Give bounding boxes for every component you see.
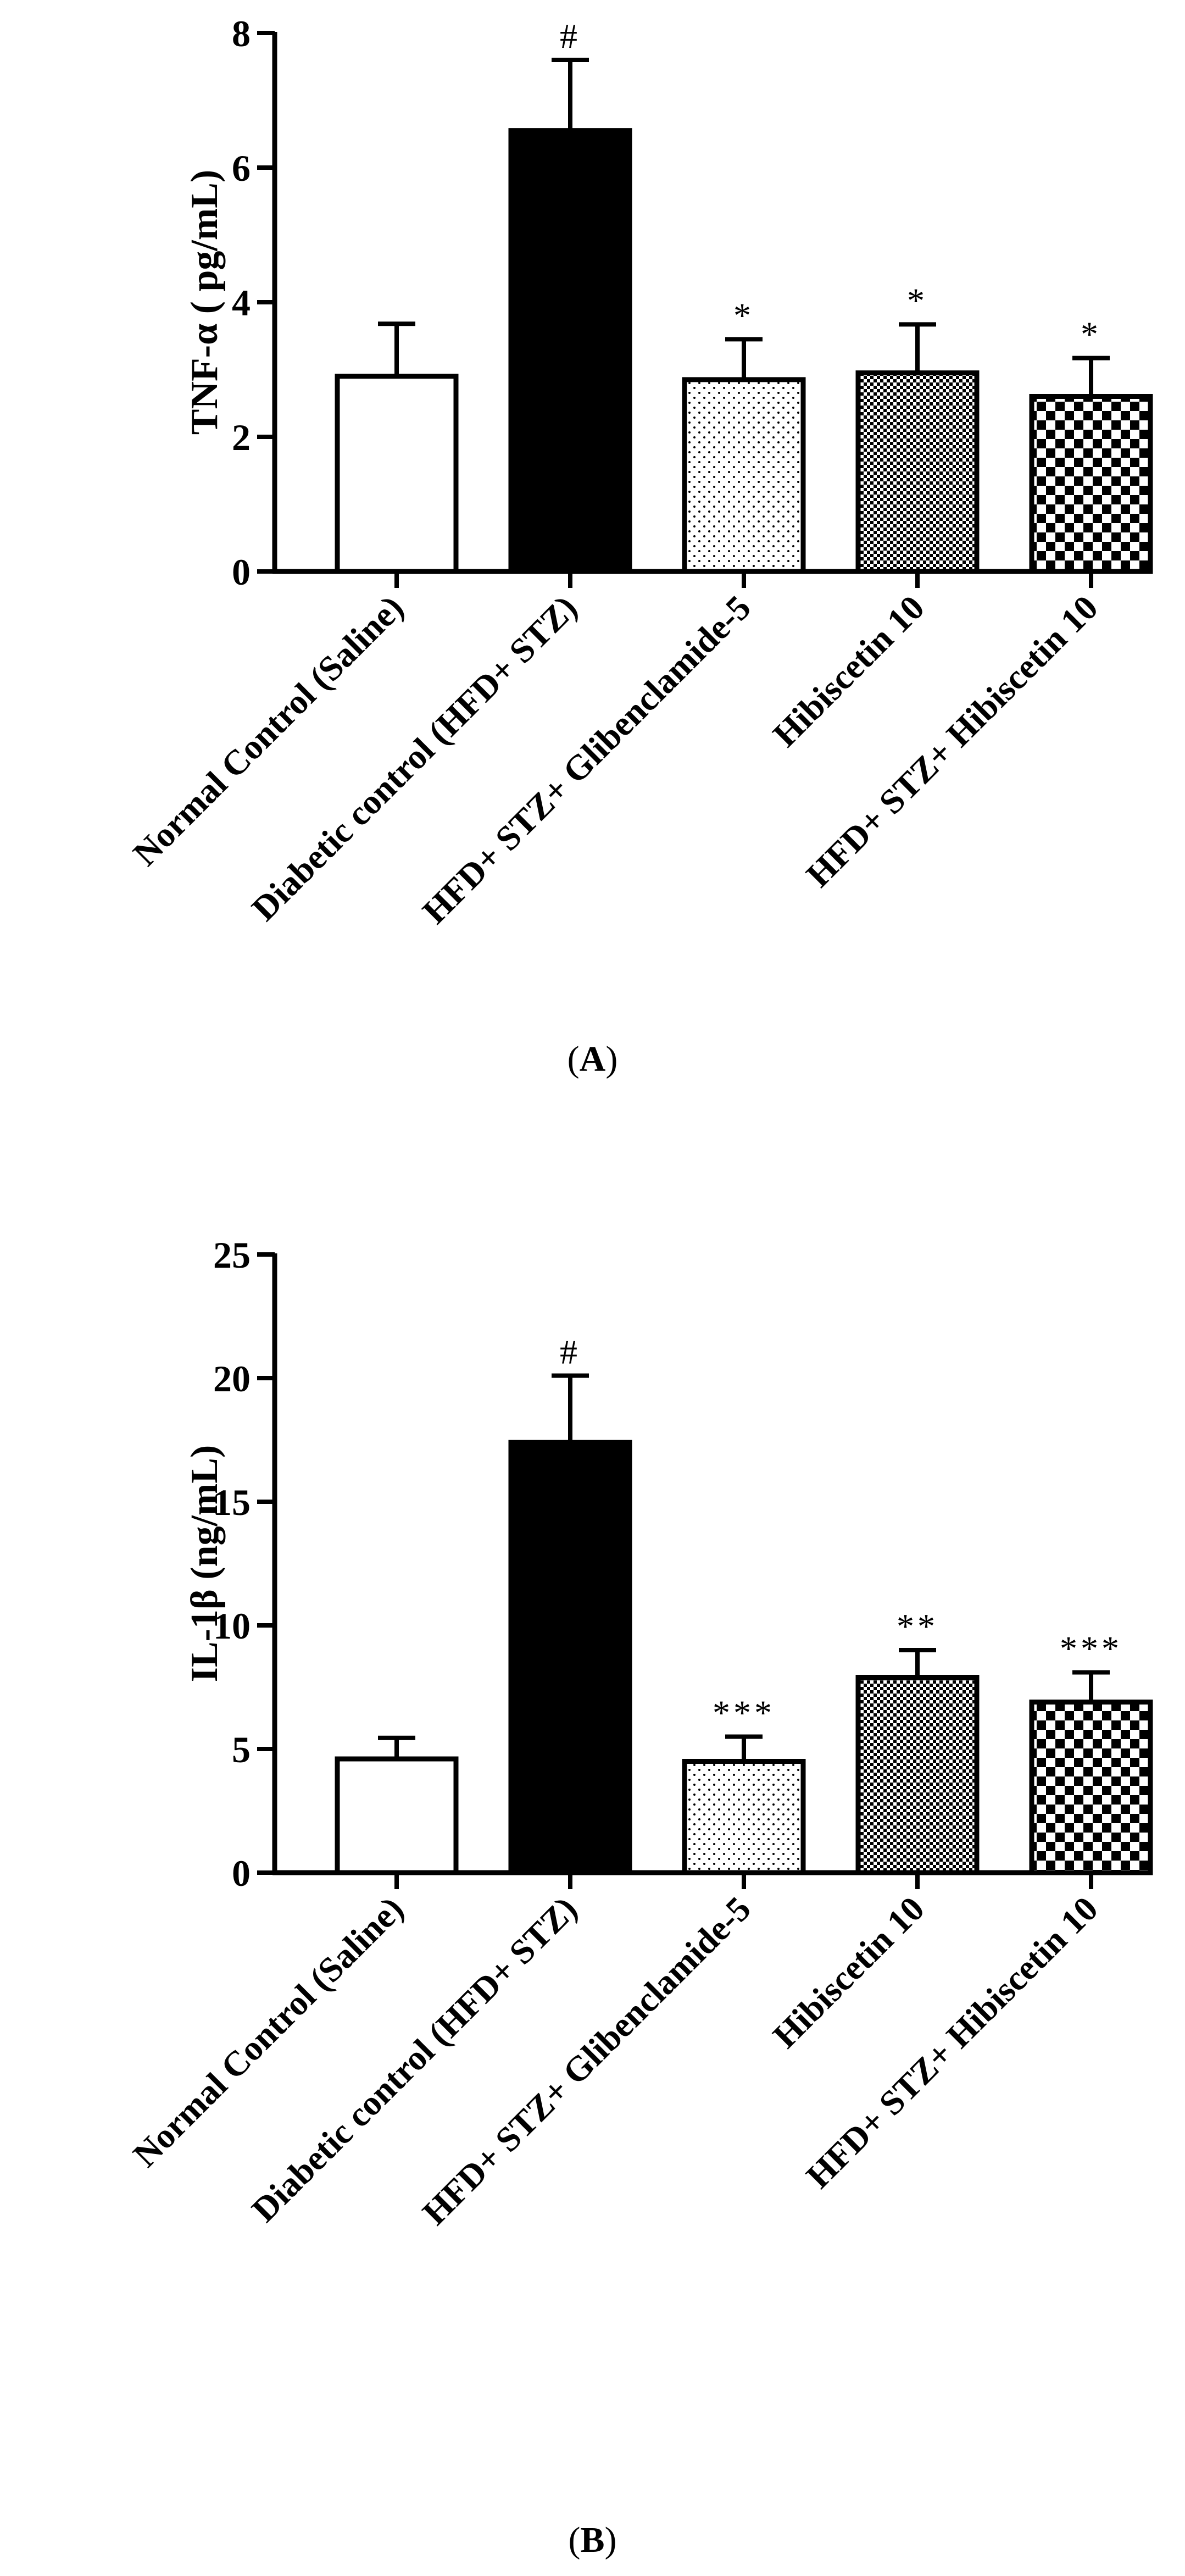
x-tick-label: HFD+ STZ+ Glibenclamide-5 [415, 1889, 758, 2233]
y-tick-label: 2 [232, 417, 251, 458]
y-axis-label: TNF-α ( pg/mL) [183, 170, 226, 435]
significance-mark: *** [1060, 1629, 1122, 1668]
y-tick-label: 0 [232, 1852, 251, 1894]
significance-mark: * [733, 296, 754, 335]
y-tick-label: 6 [232, 147, 251, 189]
caption-b: (B) [568, 2520, 617, 2560]
bar [508, 128, 632, 574]
y-tick-label: 8 [232, 13, 251, 54]
bar [508, 1440, 632, 1875]
x-tick-label: Hibiscetin 10 [765, 588, 932, 754]
x-tick-label: Hibiscetin 10 [765, 1889, 932, 2056]
bar [1029, 394, 1153, 574]
significance-mark: * [1081, 315, 1101, 354]
y-axis-label: IL-1β (ng/mL) [183, 1445, 226, 1683]
bar [855, 370, 980, 574]
bar [335, 1756, 459, 1875]
caption-a-label: A [579, 1039, 606, 1079]
significance-mark: ** [897, 1607, 938, 1646]
y-tick-label: 0 [232, 551, 251, 593]
bar [682, 377, 806, 574]
caption-a: (A) [567, 1039, 618, 1079]
x-tick-label: HFD+ STZ+ Hibiscetin 10 [799, 1889, 1105, 2196]
bar [335, 374, 459, 574]
significance-mark: * [907, 281, 928, 320]
significance-mark: *** [713, 1694, 775, 1733]
significance-mark: # [560, 16, 581, 55]
caption-b-label: B [580, 2520, 605, 2560]
x-tick-label: HFD+ STZ+ Hibiscetin 10 [799, 588, 1105, 895]
bar [1029, 1700, 1153, 1875]
y-tick-label: 5 [232, 1729, 251, 1770]
bar [855, 1675, 980, 1875]
significance-mark: # [560, 1333, 581, 1372]
x-tick-label: Diabetic control (HFD+ STZ) [244, 1889, 584, 2229]
bar [682, 1759, 806, 1875]
y-tick-label: 25 [213, 1234, 251, 1276]
y-tick-label: 4 [232, 282, 251, 324]
y-tick-label: 20 [213, 1358, 251, 1400]
y-tick-label: 15 [213, 1481, 251, 1523]
x-tick-label: HFD+ STZ+ Glibenclamide-5 [415, 588, 758, 931]
y-tick-label: 10 [213, 1605, 251, 1647]
x-tick-label: Diabetic control (HFD+ STZ) [244, 588, 584, 928]
